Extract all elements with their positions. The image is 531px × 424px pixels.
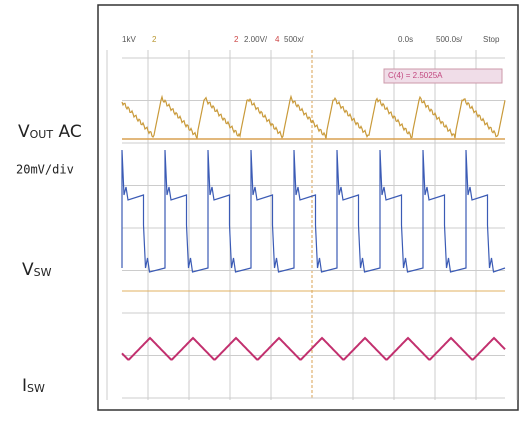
header-7: 0.0s — [398, 35, 413, 44]
vsw-sub: SW — [34, 266, 52, 279]
measurement: C(4) = 2.5025A — [388, 71, 443, 80]
scale-label: 20mV/div — [16, 163, 74, 177]
vsw-trace — [121, 149, 506, 273]
header-8: 500.0s/ — [436, 35, 463, 44]
header-3: 2 — [234, 35, 239, 44]
header-9: Stop — [483, 35, 500, 44]
grid — [106, 50, 518, 400]
vout-label: VOUT AC — [18, 122, 82, 142]
vout-suffix: AC — [53, 122, 82, 142]
header-2: 2 — [152, 35, 157, 44]
waveforms — [121, 94, 506, 361]
vout-trace — [121, 94, 506, 140]
vout-v: V — [18, 122, 30, 142]
isw-sub: SW — [27, 382, 45, 395]
vsw-v: V — [22, 260, 34, 280]
isw-trace — [121, 336, 506, 361]
vout-sub: OUT — [30, 128, 54, 141]
header-4: 2.00V/ — [244, 35, 268, 44]
measurement-box — [383, 68, 503, 84]
isw-i: I — [22, 376, 27, 396]
vsw-label: VSW — [22, 260, 52, 280]
isw-label: ISW — [22, 376, 45, 396]
header-5: 4 — [275, 35, 280, 44]
header-6: 500x/ — [284, 35, 304, 44]
header-1: 1kV — [122, 35, 136, 44]
